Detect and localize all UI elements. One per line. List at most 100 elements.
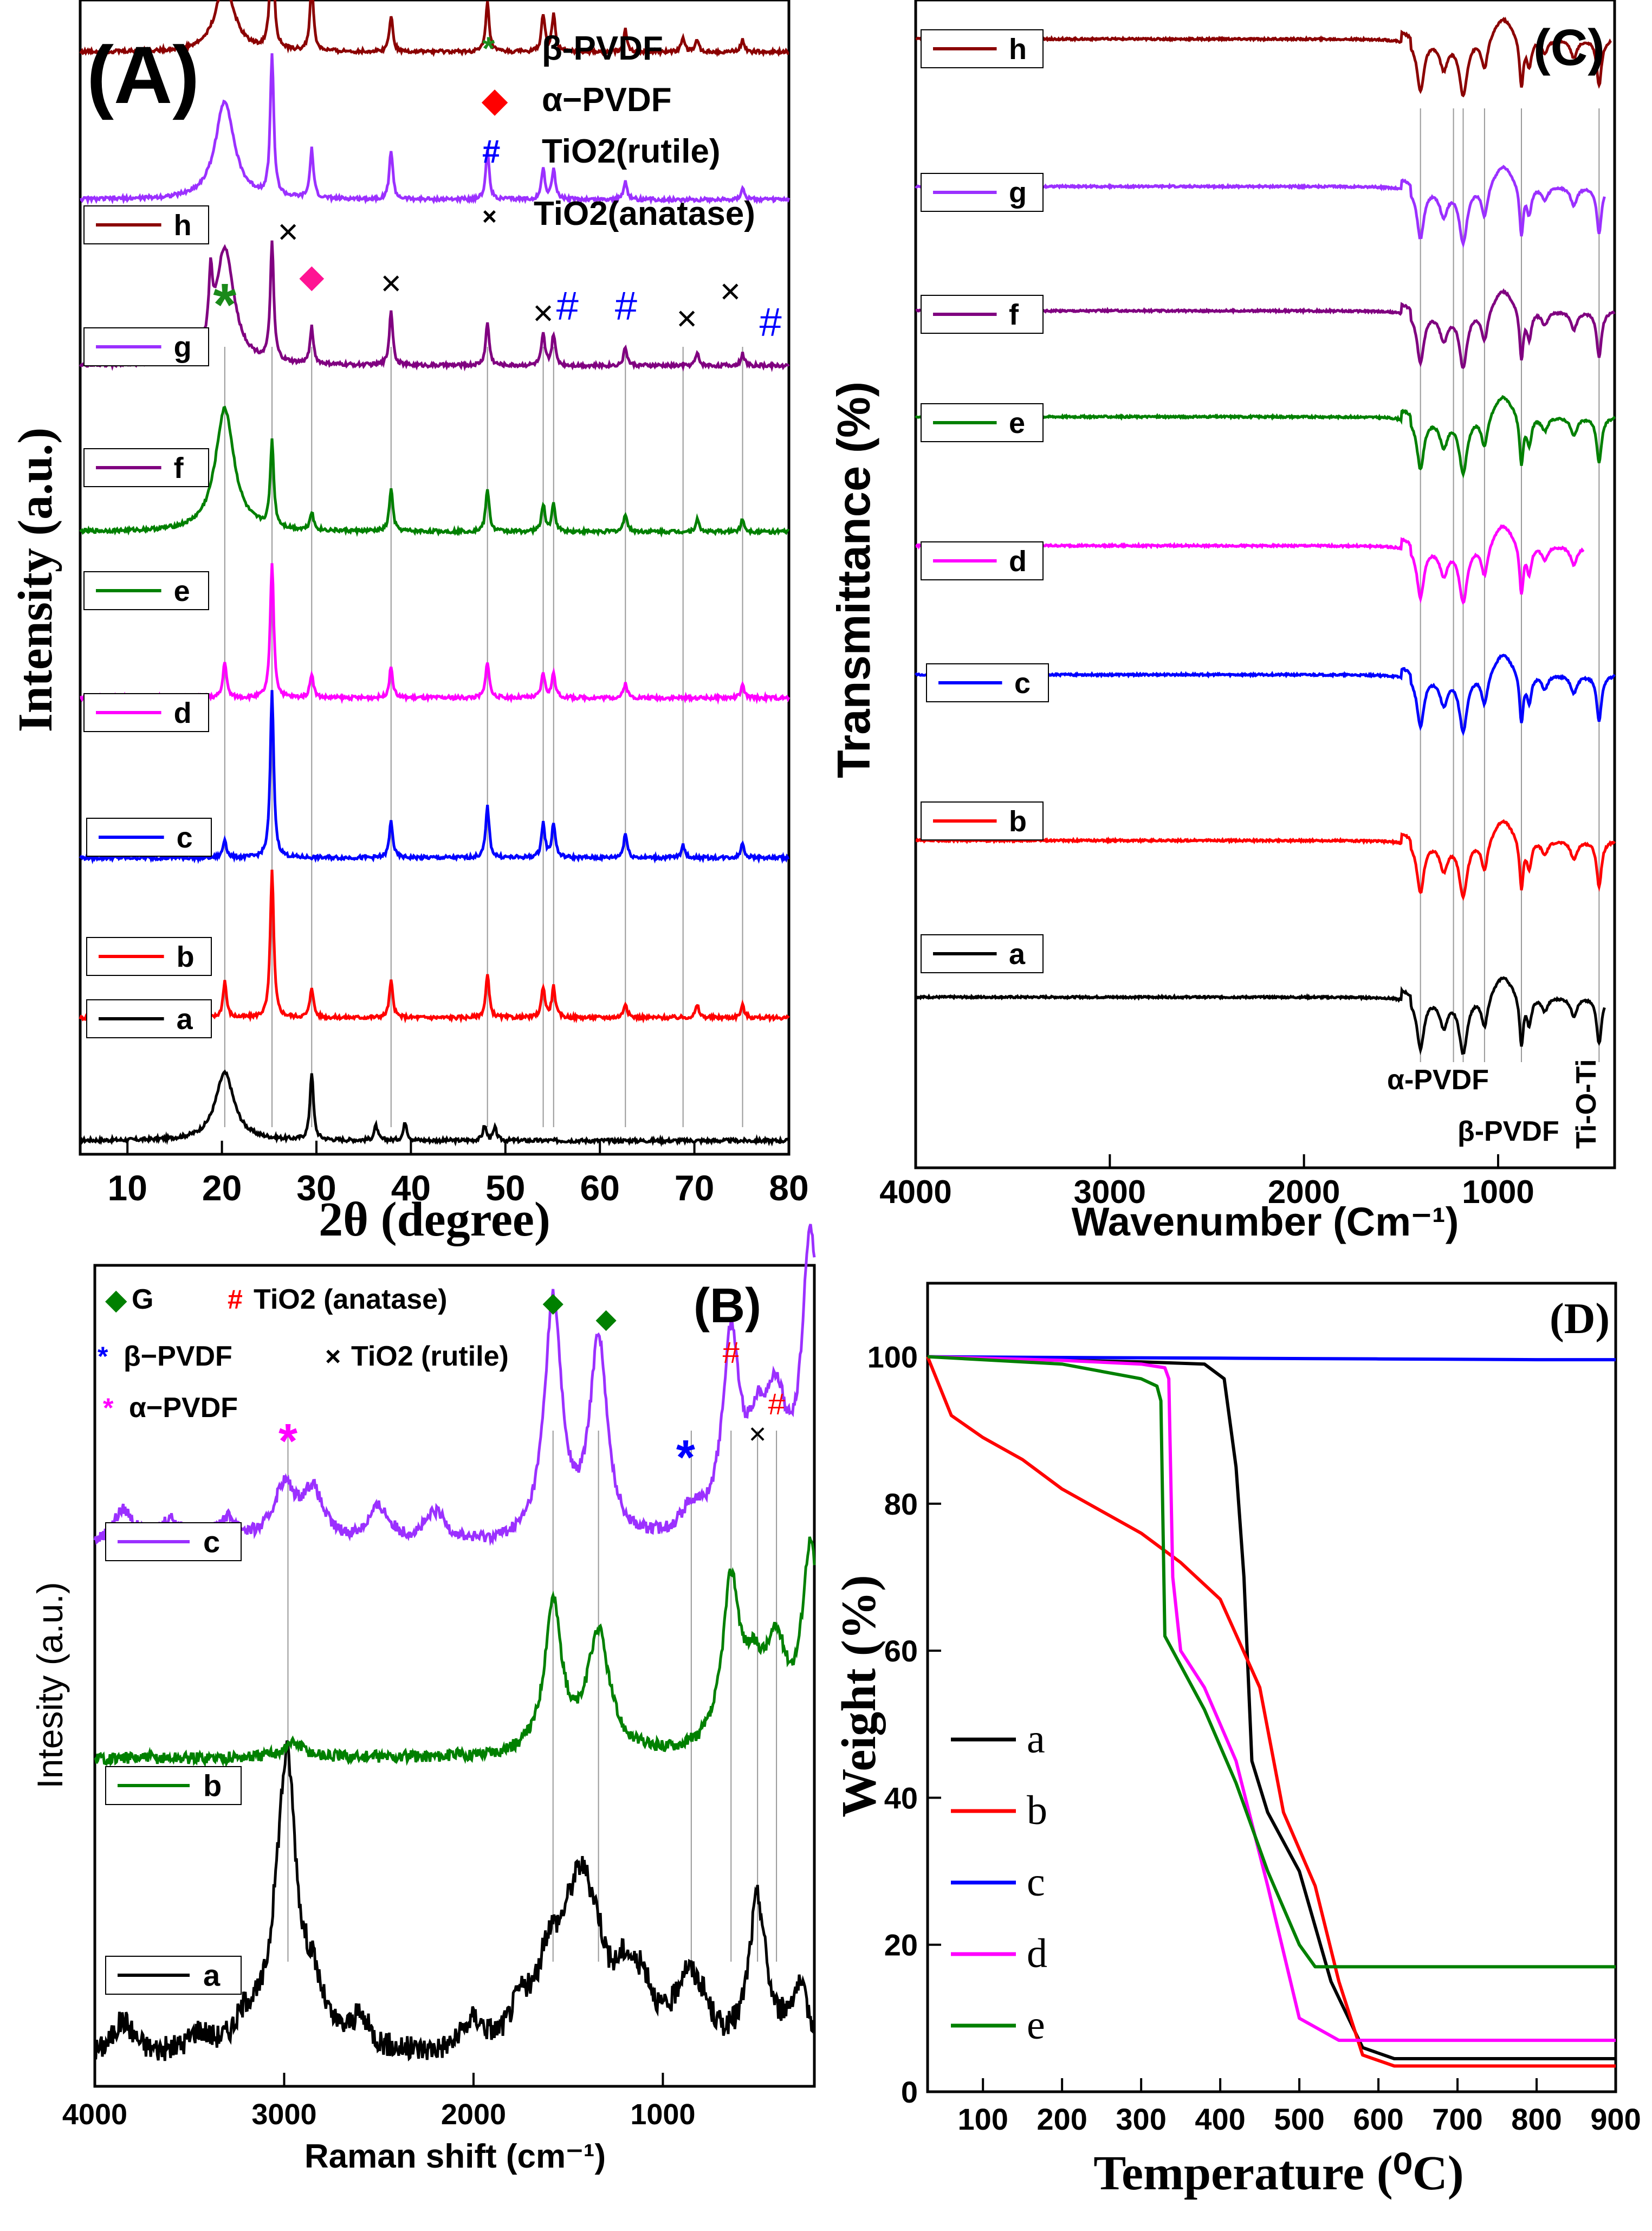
d-ytick-label: 0 [901, 2075, 918, 2109]
d-xtick-label: 400 [1195, 2102, 1245, 2136]
b-xtick-label: 2000 [441, 2098, 506, 2131]
d-legend-item-c: c [951, 1859, 1045, 1905]
c-series-label-d: d [921, 541, 1044, 580]
d-ytick-label: 20 [884, 1928, 918, 1962]
b-legend-symbol: × [325, 1341, 341, 1372]
c-series-label-e-text: e [1009, 407, 1025, 439]
a-legend-text: TiO2(anatase) [534, 195, 755, 232]
panel-c-label: (C) [1533, 19, 1605, 76]
c-series-label-f: f [921, 295, 1044, 334]
c-series-label-f-text: f [1009, 299, 1019, 331]
panel-a-peak-markers: * ◆××× ××# # # [213, 211, 781, 345]
a-legend-symbol: × [482, 202, 497, 230]
c-series-label-a: a [921, 934, 1044, 973]
b-legend-symbol: * [98, 1341, 108, 1372]
a-marker-rutile: # [556, 283, 579, 328]
panel-b-xlabel: Raman shift (cm⁻¹) [305, 2138, 606, 2175]
b-marker-g: ◆ [542, 1287, 563, 1317]
b-legend-item: * β−PVDF [98, 1341, 232, 1372]
b-legend-symbol: # [228, 1284, 243, 1315]
b-series-label-b-text: b [203, 1769, 222, 1803]
a-series-g [80, 53, 791, 206]
d-ytick-label: 60 [884, 1634, 918, 1668]
a-series-a [80, 1069, 791, 1147]
d-xtick-label: 100 [957, 2102, 1008, 2136]
panel-a-series [79, 0, 791, 1147]
a-xtick-label: 20 [202, 1168, 242, 1208]
c-series-label-h: h [921, 29, 1044, 68]
panel-a-ylabel: Intensity (a.u.) [9, 428, 62, 733]
panel-c-xlabel: Wavenumber (Cm⁻¹) [1072, 1199, 1459, 1244]
panel-b-ylabel: Intesity (a.u.) [30, 1582, 70, 1788]
a-series-label-c-text: c [177, 822, 193, 854]
a-marker-anatase: × [676, 298, 697, 338]
b-legend-item: × TiO2 (rutile) [325, 1341, 509, 1372]
panel-d: 100 200 300 400 500 600 700 800 900 0 20 40 60 80100 … [832, 1282, 1641, 2200]
d-legend-item-b: b [951, 1788, 1047, 1833]
d-series-b [926, 1356, 1616, 2068]
panel-c-annotation-alpha: α-PVDF [1387, 1064, 1489, 1096]
c-xtick-label: 2000 [1268, 1174, 1340, 1210]
d-legend-item-e: e [951, 2002, 1045, 2048]
a-legend-item: ◆ α−PVDF [481, 81, 672, 119]
d-xtick-label: 900 [1590, 2102, 1641, 2136]
d-xtick-label: 300 [1116, 2102, 1166, 2136]
c-series-label-b-text: b [1009, 805, 1027, 838]
panel-d-frame [926, 1282, 1617, 2093]
b-series-b [94, 1536, 816, 1768]
d-ytick-label: 80 [884, 1487, 918, 1521]
c-xtick-label: 4000 [879, 1174, 951, 1210]
d-series-d [927, 1355, 1616, 2042]
a-series-e [79, 405, 790, 538]
a-marker-rutile: # [614, 283, 637, 328]
a-legend-text: TiO2(rutile) [542, 133, 721, 170]
c-xtick-label: 1000 [1462, 1174, 1534, 1210]
panel-b-frame [93, 1264, 816, 2088]
a-legend-symbol: * [482, 30, 495, 67]
panel-a: * ◆××× ××# # # 10 20 30 40 50 60 70 80 (A) hgfedcba… [9, 0, 809, 1246]
b-series-label-c: c [105, 1522, 242, 1561]
a-series-label-a: a [86, 999, 212, 1038]
d-xtick-label: 800 [1511, 2102, 1562, 2136]
d-legend-text: c [1027, 1859, 1045, 1905]
c-series-a [915, 976, 1606, 1056]
d-xtick-label: 700 [1432, 2102, 1482, 2136]
b-xtick-label: 1000 [630, 2098, 695, 2131]
panel-d-xlabel: Temperature (⁰C) [1093, 2146, 1463, 2200]
a-marker-alpha: ◆ [299, 258, 324, 294]
d-ytick-label: 100 [867, 1340, 918, 1374]
a-marker-anatase: × [533, 293, 554, 333]
c-series-label-h-text: h [1009, 33, 1027, 66]
d-legend-text: d [1027, 1931, 1047, 1976]
a-series-label-c: c [86, 818, 212, 857]
a-series-label-g: g [83, 327, 209, 366]
b-marker-beta: * [676, 1431, 695, 1485]
a-legend-item: * β-PVDF [482, 30, 663, 67]
panel-a-legend: h g f e d c ba * β-PVDF ◆ α−PVDF # TiO2(rutile) × TiO2… [83, 30, 755, 1038]
a-marker-anatase: × [381, 263, 402, 303]
a-marker-anatase: × [277, 211, 299, 251]
panel-a-reference-lines [224, 347, 743, 1127]
a-series-label-g-text: g [174, 331, 192, 364]
d-xtick-label: 600 [1353, 2102, 1403, 2136]
a-marker-rutile: # [759, 300, 782, 345]
panel-b: ◆◆* *##× 4000 3000 2000 1000 (B) cba◆ G # TiO2 … [30, 1224, 816, 2175]
b-legend-item: ◆ G [105, 1284, 153, 1315]
a-xtick-label: 10 [107, 1168, 147, 1208]
a-legend-text: β-PVDF [542, 30, 663, 67]
b-legend-symbol: ◆ [105, 1284, 127, 1315]
b-series-a [93, 1740, 816, 2062]
a-series-label-h-text: h [174, 209, 192, 242]
c-series-label-g: g [921, 173, 1044, 212]
a-series-label-f: f [83, 448, 209, 487]
b-series-label-a-text: a [203, 1958, 221, 1993]
a-xtick-label: 50 [485, 1168, 525, 1208]
a-xtick-label: 60 [580, 1168, 619, 1208]
a-legend-symbol: # [482, 133, 500, 170]
a-legend-symbol: ◆ [481, 82, 508, 118]
panel-a-label: (A) [87, 29, 199, 120]
panel-d-series [926, 1355, 1616, 2068]
d-series-e [927, 1355, 1616, 1969]
